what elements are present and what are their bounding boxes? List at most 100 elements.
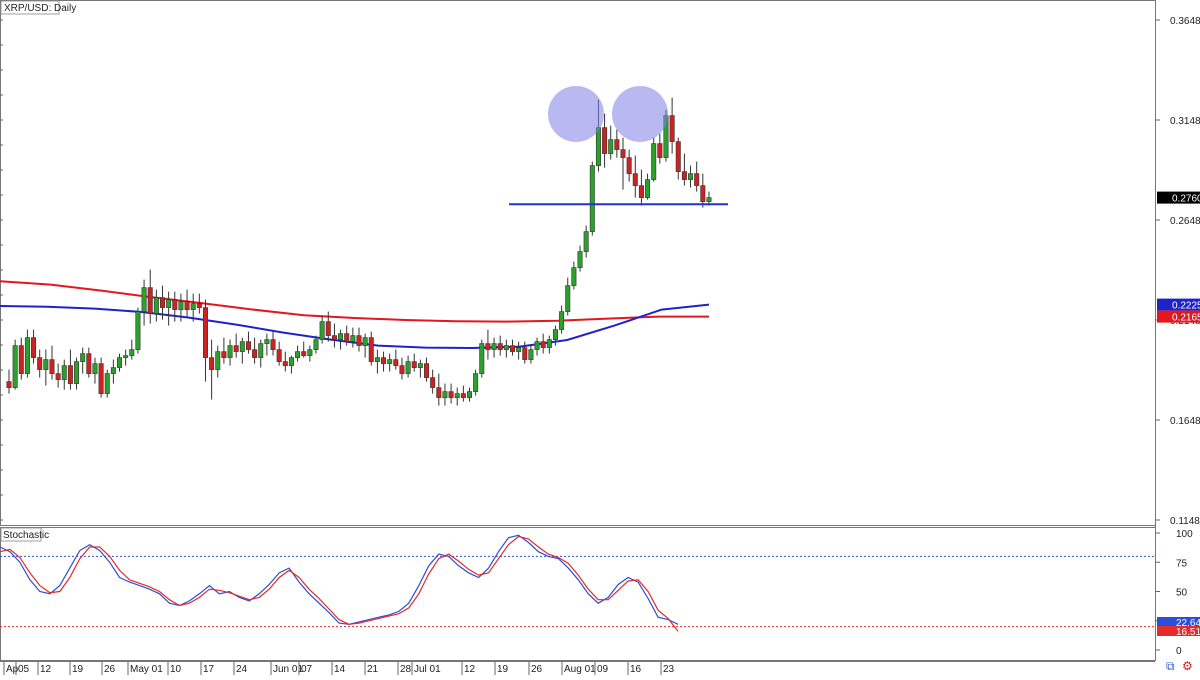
- candle[interactable]: [430, 369, 436, 394]
- candle[interactable]: [694, 161, 700, 192]
- candle[interactable]: [583, 225, 589, 258]
- candle[interactable]: [632, 155, 638, 198]
- candle[interactable]: [172, 291, 178, 322]
- candle[interactable]: [295, 345, 301, 362]
- candle[interactable]: [123, 349, 129, 366]
- candle[interactable]: [270, 331, 276, 356]
- candle[interactable]: [424, 357, 430, 382]
- candle[interactable]: [356, 327, 362, 352]
- candle[interactable]: [252, 337, 258, 364]
- candle[interactable]: [516, 341, 522, 360]
- candle[interactable]: [245, 331, 251, 354]
- candle[interactable]: [602, 113, 608, 168]
- candle[interactable]: [166, 291, 172, 326]
- candle[interactable]: [227, 339, 233, 366]
- candle[interactable]: [626, 149, 632, 182]
- candle[interactable]: [688, 165, 694, 188]
- candle[interactable]: [350, 327, 356, 348]
- candle[interactable]: [546, 335, 552, 354]
- candle[interactable]: [448, 383, 454, 404]
- candle[interactable]: [399, 357, 405, 380]
- candle[interactable]: [534, 337, 540, 356]
- candle[interactable]: [460, 385, 466, 402]
- candle[interactable]: [700, 173, 706, 208]
- candle[interactable]: [497, 335, 503, 356]
- candle[interactable]: [503, 339, 509, 358]
- candle[interactable]: [338, 329, 344, 350]
- stochastic-k-line[interactable]: [0, 534, 679, 625]
- candle[interactable]: [110, 359, 116, 384]
- candle[interactable]: [540, 333, 546, 354]
- candle[interactable]: [559, 305, 565, 334]
- candle[interactable]: [18, 337, 24, 380]
- candle[interactable]: [12, 339, 18, 390]
- candle[interactable]: [288, 355, 294, 374]
- candle[interactable]: [552, 325, 558, 346]
- candle[interactable]: [620, 137, 626, 190]
- candle[interactable]: [190, 293, 196, 322]
- candle[interactable]: [479, 339, 485, 378]
- candle[interactable]: [129, 339, 135, 360]
- candle[interactable]: [374, 349, 380, 374]
- candle[interactable]: [325, 311, 331, 342]
- candle[interactable]: [202, 299, 208, 382]
- candle[interactable]: [614, 129, 620, 158]
- candle[interactable]: [264, 333, 270, 356]
- candle[interactable]: [31, 329, 37, 364]
- candle[interactable]: [681, 153, 687, 186]
- candle[interactable]: [80, 347, 86, 374]
- candle[interactable]: [473, 369, 479, 396]
- candle[interactable]: [411, 353, 417, 372]
- candle[interactable]: [589, 161, 595, 236]
- candle[interactable]: [55, 363, 61, 388]
- stochastic-d-line[interactable]: [0, 535, 679, 632]
- candle[interactable]: [135, 307, 141, 354]
- candle[interactable]: [178, 293, 184, 322]
- candle[interactable]: [417, 359, 423, 378]
- candle[interactable]: [209, 339, 215, 400]
- candle[interactable]: [442, 383, 448, 406]
- candle[interactable]: [61, 359, 67, 390]
- candle[interactable]: [657, 133, 663, 164]
- candle[interactable]: [49, 345, 55, 380]
- candle[interactable]: [381, 351, 387, 372]
- candle[interactable]: [196, 293, 202, 314]
- candle[interactable]: [491, 337, 497, 358]
- candle[interactable]: [454, 387, 460, 406]
- candle[interactable]: [307, 345, 313, 362]
- candle[interactable]: [669, 97, 675, 154]
- candle[interactable]: [160, 285, 166, 320]
- moving-average-red[interactable]: [0, 280, 709, 323]
- candle[interactable]: [405, 355, 411, 378]
- candle[interactable]: [509, 339, 515, 356]
- candle[interactable]: [6, 369, 12, 394]
- candle[interactable]: [184, 289, 190, 318]
- candle[interactable]: [215, 345, 221, 378]
- candle[interactable]: [43, 349, 49, 386]
- double-top-right-circle[interactable]: [612, 86, 668, 142]
- candle[interactable]: [344, 325, 350, 346]
- settings-icon[interactable]: ⚙: [1182, 659, 1193, 673]
- candle[interactable]: [276, 341, 282, 366]
- candle[interactable]: [67, 349, 73, 390]
- moving-average-blue[interactable]: [0, 303, 710, 350]
- candle[interactable]: [331, 323, 337, 348]
- candle[interactable]: [86, 347, 92, 378]
- candle[interactable]: [74, 357, 80, 390]
- candle[interactable]: [485, 329, 491, 360]
- candle[interactable]: [37, 349, 43, 378]
- candle[interactable]: [368, 331, 374, 366]
- candle[interactable]: [571, 261, 577, 290]
- candle[interactable]: [141, 279, 147, 326]
- candle[interactable]: [608, 125, 614, 160]
- candle[interactable]: [233, 333, 239, 358]
- candle[interactable]: [24, 329, 30, 378]
- candle[interactable]: [221, 337, 227, 364]
- candle[interactable]: [117, 353, 123, 372]
- candle[interactable]: [565, 277, 571, 316]
- candle[interactable]: [675, 137, 681, 180]
- candle[interactable]: [645, 173, 651, 200]
- candle[interactable]: [239, 337, 245, 364]
- candle[interactable]: [393, 349, 399, 370]
- candle[interactable]: [147, 269, 153, 324]
